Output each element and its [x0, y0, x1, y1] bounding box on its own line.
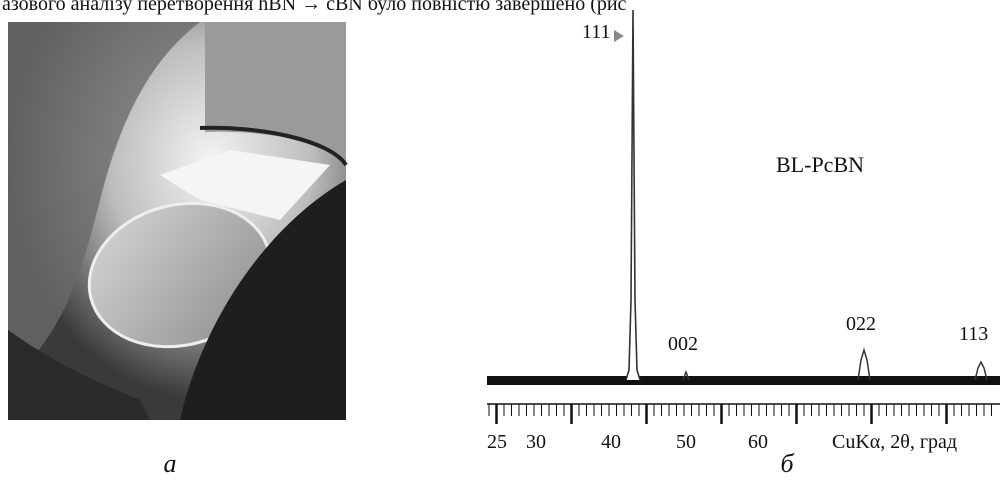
caption-a: а	[164, 449, 177, 478]
axis-tick-label: 25	[487, 431, 507, 453]
peak-label: 111	[582, 21, 611, 43]
axis-tick-label: 40	[601, 431, 621, 453]
axis-tick-label: 60	[748, 431, 768, 453]
caption-b: б	[780, 449, 794, 478]
axis-tick-label: 30	[526, 431, 546, 453]
axis-tick-label: 50	[676, 431, 696, 453]
page: азового аналізу перетворення hBN → cBN б…	[0, 0, 1000, 498]
peak-label: 022	[846, 313, 876, 335]
header-text: азового аналізу перетворення hBN → cBN б…	[2, 0, 627, 15]
sample-label: BL-PcBN	[776, 152, 864, 177]
peak-label: 113	[959, 323, 988, 345]
photo	[8, 22, 346, 420]
xrd-pattern	[487, 10, 1000, 424]
axis-label: CuKα, 2θ, град	[832, 431, 957, 453]
peak-label: 002	[668, 333, 698, 355]
